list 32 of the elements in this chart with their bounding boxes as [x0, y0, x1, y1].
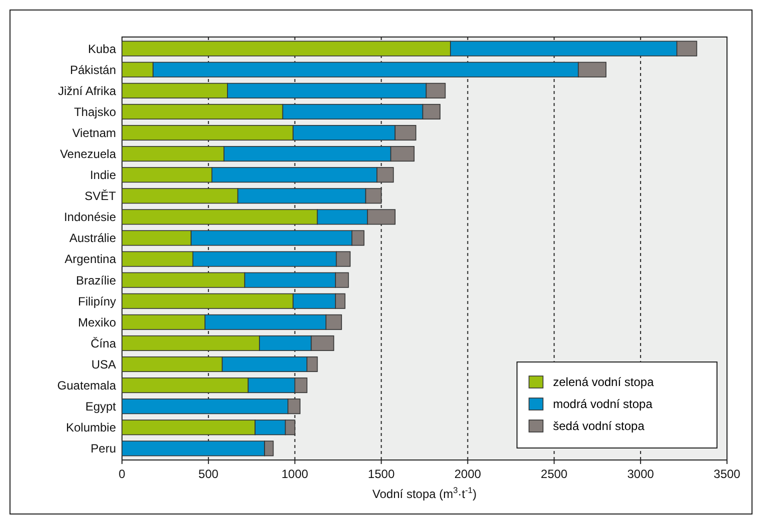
y-tick-label: Brazílie: [76, 273, 116, 288]
legend-label: šedá vodní stopa: [553, 419, 645, 434]
y-tick-label: Austrálie: [69, 231, 116, 246]
y-tick-label: Vietnam: [72, 126, 116, 140]
x-tick-label: 0: [118, 467, 126, 481]
y-tick-label: Kuba: [88, 42, 116, 56]
legend-label: modrá vodní stopa: [553, 397, 653, 412]
x-tick-label: 2000: [454, 467, 482, 481]
y-tick-label: Indonésie: [64, 210, 116, 224]
y-tick-label: Filipíny: [78, 294, 116, 308]
y-tick-label: Indie: [90, 168, 116, 182]
y-tick-label: Egypt: [85, 400, 117, 414]
y-tick-label: USA: [91, 357, 116, 372]
y-tick-label: Thajsko: [74, 104, 116, 119]
y-tick-label: Jižní Afrika: [58, 84, 116, 98]
y-tick-label: Peru: [90, 442, 116, 456]
x-tick-label: 3000: [627, 467, 654, 481]
x-tick-label: 1000: [282, 467, 309, 481]
x-tick-label: 1500: [368, 467, 395, 481]
x-axis-title: Vodní stopa (m$^{3}$·t$^{-1}$): [372, 485, 477, 501]
x-tick-label: 2500: [540, 467, 568, 481]
y-tick-label: Venezuela: [60, 147, 116, 161]
y-tick-label: Kolumbie: [66, 420, 116, 435]
y-tick-label: Mexiko: [78, 315, 116, 330]
legend-label: zelená vodní stopa: [553, 375, 654, 390]
y-tick-label: Čína: [90, 336, 116, 350]
y-tick-label: Pákistán: [70, 62, 116, 77]
y-tick-label: Guatemala: [57, 378, 116, 392]
x-tick-label: 3500: [714, 467, 741, 481]
x-tick-label: 500: [198, 467, 219, 481]
y-tick-label: SVĚT: [84, 189, 117, 204]
y-tick-label: Argentina: [64, 252, 116, 266]
